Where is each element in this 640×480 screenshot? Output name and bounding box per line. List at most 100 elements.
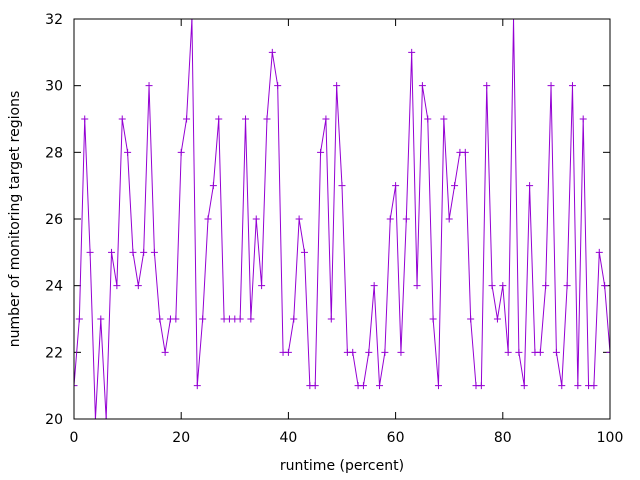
data-point [86,248,94,256]
data-point [488,282,496,290]
data-point [429,315,437,323]
y-tick-label: 26 [45,212,63,228]
y-tick-label: 24 [45,279,63,295]
data-point [483,82,491,90]
data-point [129,248,137,256]
data-point [595,248,603,256]
data-point [209,182,217,190]
data-point [172,315,180,323]
data-point [526,182,534,190]
data-point [300,248,308,256]
data-point [359,382,367,390]
data-point [418,82,426,90]
data-point [193,382,201,390]
y-tick-label: 32 [45,12,63,28]
series-line [74,19,610,419]
data-point [504,348,512,356]
data-point [97,315,105,323]
x-tick-label: 0 [70,430,79,446]
data-point [552,348,560,356]
data-point [579,115,587,123]
series-layer [74,19,610,419]
data-point [327,315,335,323]
data-point [493,315,501,323]
data-point [515,348,523,356]
data-point [317,148,325,156]
data-point [365,348,373,356]
y-axis-label: number of monitoring target regions [7,91,23,348]
data-point [424,115,432,123]
data-point [188,19,196,23]
data-point [91,415,99,419]
data-point [150,248,158,256]
data-point [542,282,550,290]
y-tick-label: 30 [45,79,63,95]
data-point [156,315,164,323]
data-point [140,248,148,256]
data-point [477,382,485,390]
data-point [386,215,394,223]
data-point [268,48,276,56]
x-tick-label: 40 [279,430,297,446]
data-point [252,215,260,223]
data-point [81,115,89,123]
data-point [376,382,384,390]
data-point [247,315,255,323]
data-point [290,315,298,323]
x-tick-label: 20 [172,430,190,446]
data-point [311,382,319,390]
data-point [75,315,83,323]
data-point [199,315,207,323]
data-point [274,82,282,90]
data-point [284,348,292,356]
tick-labels: 0 20 40 60 80 100 20 22 24 26 28 30 32 [45,12,623,446]
y-tick-label: 22 [45,345,63,361]
data-point [124,148,132,156]
data-point [349,348,357,356]
data-point [236,315,244,323]
data-point [451,182,459,190]
data-point [381,348,389,356]
data-point [510,19,518,23]
data-point [102,415,110,419]
data-point [183,115,191,123]
data-point [370,282,378,290]
data-point [536,348,544,356]
data-point [74,382,78,390]
data-point [467,315,475,323]
data-point [601,282,609,290]
data-point [258,282,266,290]
plot-frame [73,18,611,420]
data-point [568,82,576,90]
data-point [499,282,507,290]
data-point [574,382,582,390]
data-point [134,282,142,290]
data-point [322,115,330,123]
data-point [434,382,442,390]
data-point [606,348,610,356]
axis-ticks [73,18,611,420]
data-point [333,82,341,90]
x-tick-label: 100 [597,430,624,446]
data-point [215,115,223,123]
data-point [408,48,416,56]
data-point [520,382,528,390]
data-point [547,82,555,90]
data-point [402,215,410,223]
y-tick-label: 28 [45,145,63,161]
data-point [242,115,250,123]
data-point [413,282,421,290]
data-point [263,115,271,123]
data-point [590,382,598,390]
data-point [338,182,346,190]
data-point [392,182,400,190]
x-axis-label: runtime (percent) [280,458,404,474]
data-point [145,82,153,90]
data-point [108,248,116,256]
data-point [113,282,121,290]
data-point [177,148,185,156]
data-point [461,148,469,156]
data-point [295,215,303,223]
data-point [118,115,126,123]
